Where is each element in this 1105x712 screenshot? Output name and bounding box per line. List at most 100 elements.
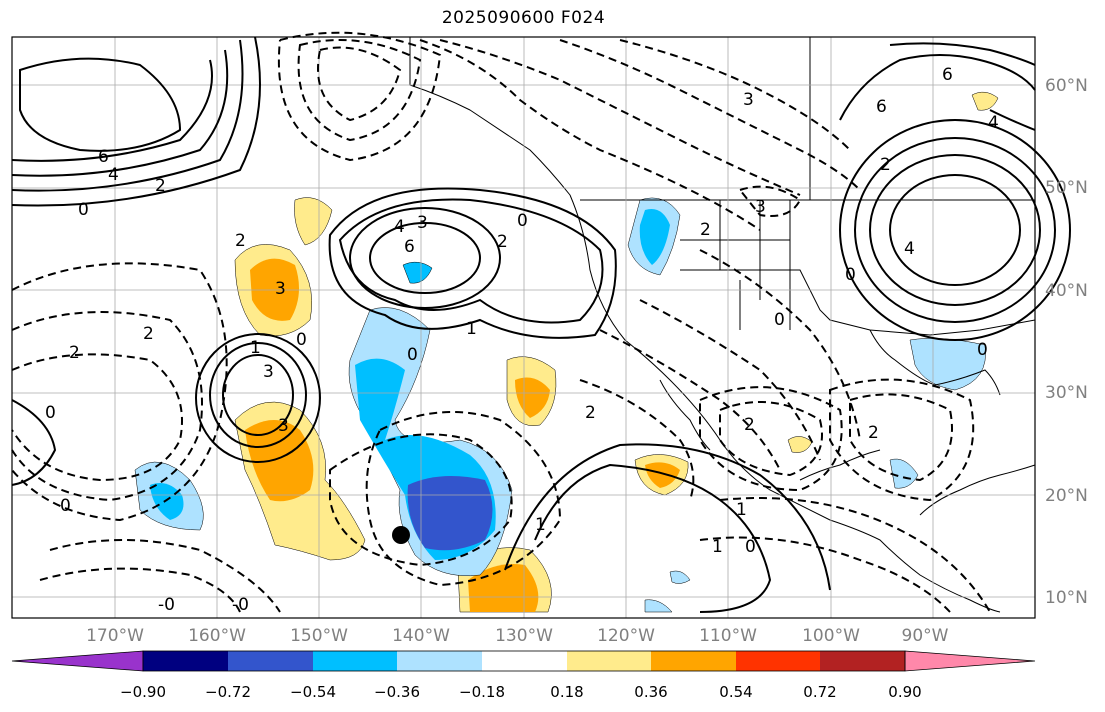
- contour-label: 0: [845, 265, 856, 285]
- contour-label: 1: [250, 338, 261, 358]
- colorbar-bin: [736, 651, 820, 671]
- contour-label: 2: [235, 231, 246, 251]
- map-title: 2025090600 F024: [441, 8, 606, 28]
- lon-label: 120°W: [597, 626, 655, 646]
- lon-label: 170°W: [86, 626, 144, 646]
- lon-label: 110°W: [699, 626, 757, 646]
- contour-label: 0: [45, 403, 56, 423]
- colorbar-label: −0.90: [120, 683, 166, 701]
- contour-label: 0: [745, 537, 756, 557]
- coastlines: [409, 36, 1036, 613]
- contour-label: 2: [143, 324, 154, 344]
- contour-label: 2: [700, 220, 711, 240]
- contour-label: 2: [155, 176, 166, 196]
- lat-label: 50°N: [1045, 178, 1088, 198]
- colorbar-bin: [820, 651, 905, 671]
- lat-label: 40°N: [1045, 281, 1088, 301]
- lat-label: 20°N: [1045, 486, 1088, 506]
- contour-label: 1: [712, 537, 723, 557]
- lat-label: 60°N: [1045, 76, 1088, 96]
- negative-anomaly-region: [402, 261, 433, 284]
- contour-label: 2: [585, 403, 596, 423]
- dashed-contours: [11, 31, 991, 613]
- colorbar-bin: [482, 651, 567, 671]
- contour-label: 3: [263, 362, 274, 382]
- negative-anomaly-region: [889, 458, 919, 489]
- colorbar-label: −0.18: [459, 683, 505, 701]
- positive-anomaly-region: [787, 436, 813, 453]
- positive-anomaly-core: [645, 462, 680, 488]
- lon-label: 100°W: [802, 626, 860, 646]
- anomaly-shading: [134, 91, 999, 613]
- contour-label: 3: [743, 90, 754, 110]
- lat-label: 30°N: [1045, 383, 1088, 403]
- contour-label: 2: [69, 343, 80, 363]
- contour-label: 2: [868, 423, 879, 443]
- lat-label: 10°N: [1045, 588, 1088, 608]
- gridlines: [12, 37, 1035, 618]
- lon-label: 150°W: [290, 626, 348, 646]
- contour-label: 3: [417, 213, 428, 233]
- contour-label: 1: [466, 319, 477, 339]
- contour-label: 3: [275, 279, 286, 299]
- contour-label: 4: [988, 113, 999, 133]
- colorbar-bin: [313, 651, 397, 671]
- negative-anomaly-mid: [639, 209, 670, 265]
- contour-label: 4: [394, 217, 405, 237]
- colorbar-bin: [651, 651, 736, 671]
- contour-label: 0: [407, 345, 418, 365]
- contour-label: 6: [942, 65, 953, 85]
- contour-label: 4: [108, 165, 119, 185]
- colorbar-label: 0.72: [803, 683, 837, 701]
- storm-position-marker: [392, 526, 410, 544]
- contour-label: 2: [880, 155, 891, 175]
- positive-anomaly-region: [971, 91, 999, 111]
- colorbar-label: −0.36: [374, 683, 420, 701]
- colorbar-bin: [397, 651, 482, 671]
- colorbar-label: −0.72: [205, 683, 251, 701]
- contour-label: -0: [158, 595, 175, 615]
- colorbar-bin: [143, 651, 228, 671]
- colorbar: [11, 650, 1036, 672]
- colorbar-label: 0.18: [550, 683, 584, 701]
- contour-label: 4: [904, 239, 915, 259]
- solid-contours: [11, 36, 1071, 613]
- colorbar-label: 0.36: [634, 683, 668, 701]
- contour-label: 1: [535, 515, 546, 535]
- contour-label: -0: [232, 595, 249, 615]
- negative-anomaly-mid: [150, 482, 184, 520]
- colorbar-frame: [142, 650, 906, 672]
- contour-label: 1: [736, 500, 747, 520]
- colorbar-label: 0.54: [719, 683, 753, 701]
- contour-label-layer: 6 4 2 0 2 3 6 4 3 2 0 1 3 2 0 1 3 0 2 0 …: [45, 65, 999, 615]
- contour-label: 6: [404, 237, 415, 257]
- contour-label: 0: [774, 310, 785, 330]
- negative-anomaly-region: [669, 570, 691, 584]
- colorbar-bin: [228, 651, 313, 671]
- positive-anomaly-core: [245, 420, 314, 502]
- map-border: [11, 36, 1036, 619]
- positive-anomaly-region: [294, 197, 333, 246]
- contour-label: 0: [977, 340, 988, 360]
- contour-label: 6: [876, 97, 887, 117]
- contour-label: 3: [755, 197, 766, 217]
- colorbar-label: 0.90: [888, 683, 922, 701]
- colorbar-label: −0.54: [290, 683, 336, 701]
- contour-label: 2: [497, 232, 508, 252]
- colorbar-min-extension: [11, 650, 144, 672]
- contour-label: 0: [60, 496, 71, 516]
- contour-label: 6: [98, 147, 109, 167]
- contour-label: 2: [744, 415, 755, 435]
- contour-label: 0: [517, 211, 528, 231]
- contour-label: 0: [78, 200, 89, 220]
- contour-label: 3: [278, 416, 289, 436]
- contour-label: 0: [296, 330, 307, 350]
- lon-label: 130°W: [495, 626, 553, 646]
- lon-label: 90°W: [901, 626, 949, 646]
- colorbar-bin: [567, 651, 651, 671]
- lon-label: 140°W: [392, 626, 450, 646]
- negative-anomaly-region: [644, 599, 673, 613]
- colorbar-max-extension: [904, 650, 1036, 672]
- negative-anomaly-core: [407, 476, 493, 551]
